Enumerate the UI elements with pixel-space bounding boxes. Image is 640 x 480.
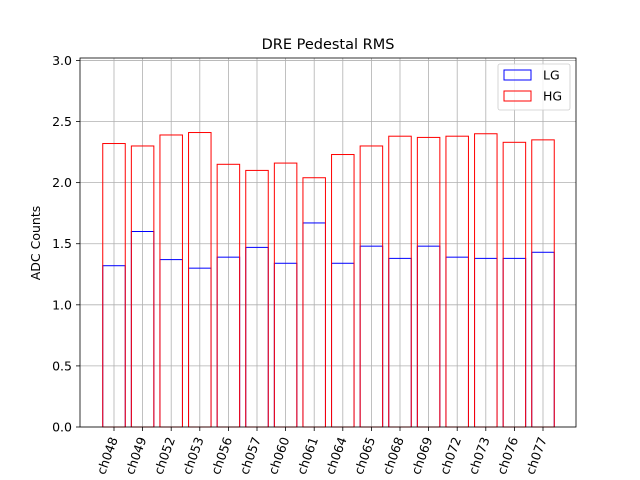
- chart-title: DRE Pedestal RMS: [262, 37, 395, 53]
- y-axis-label: ADC Counts: [28, 206, 43, 281]
- y-tick-label: 2.5: [52, 114, 72, 129]
- y-tick-label: 1.0: [52, 297, 72, 312]
- legend-box: [497, 63, 571, 111]
- y-tick-label: 3.0: [52, 53, 72, 68]
- y-tick-label: 2.0: [52, 175, 72, 190]
- y-tick-label: 0.5: [52, 358, 72, 373]
- legend: LG HG: [497, 63, 571, 111]
- plot-frame: [79, 57, 577, 428]
- grid-lines: [80, 58, 576, 428]
- y-tick-label: 1.5: [52, 236, 72, 251]
- legend-swatch-hg: [503, 90, 532, 102]
- legend-swatch-lg: [503, 69, 532, 81]
- axes: [76, 57, 577, 431]
- legend-label-lg: LG: [543, 68, 560, 83]
- y-tick-label: 0.0: [52, 420, 72, 435]
- legend-label-hg: HG: [543, 89, 562, 104]
